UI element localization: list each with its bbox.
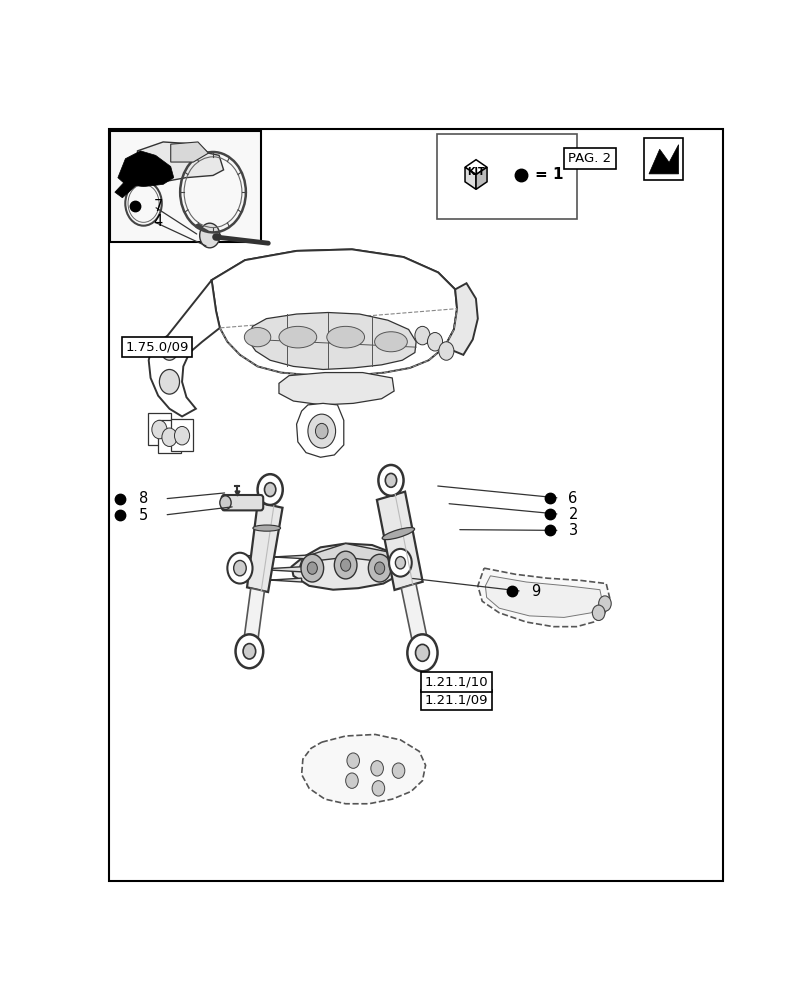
Polygon shape (148, 280, 220, 416)
Polygon shape (148, 413, 170, 445)
Circle shape (374, 562, 384, 574)
Circle shape (371, 761, 383, 776)
Circle shape (341, 559, 350, 571)
FancyBboxPatch shape (221, 495, 263, 510)
Circle shape (378, 465, 403, 496)
Polygon shape (444, 283, 477, 355)
Circle shape (592, 605, 604, 620)
Circle shape (315, 423, 328, 439)
Polygon shape (242, 588, 264, 653)
Polygon shape (212, 249, 455, 311)
Circle shape (427, 333, 442, 351)
Polygon shape (114, 178, 137, 198)
Circle shape (346, 753, 359, 768)
Polygon shape (296, 403, 343, 457)
Circle shape (159, 369, 179, 394)
Text: 1.75.0/09: 1.75.0/09 (125, 341, 188, 354)
Ellipse shape (279, 326, 316, 348)
Text: 6: 6 (568, 491, 577, 506)
Polygon shape (301, 734, 425, 804)
FancyBboxPatch shape (110, 131, 261, 242)
Polygon shape (291, 544, 400, 590)
Polygon shape (170, 142, 208, 162)
Circle shape (415, 644, 429, 661)
Text: PAG. 2: PAG. 2 (568, 152, 611, 165)
Text: KIT: KIT (466, 167, 484, 177)
Polygon shape (477, 568, 609, 627)
Polygon shape (238, 578, 301, 582)
Polygon shape (247, 502, 282, 592)
Text: 3: 3 (568, 523, 577, 538)
FancyBboxPatch shape (643, 138, 682, 180)
Circle shape (388, 549, 411, 577)
Circle shape (395, 557, 405, 569)
Polygon shape (237, 567, 304, 572)
Circle shape (345, 773, 358, 788)
Circle shape (334, 551, 357, 579)
Circle shape (242, 644, 255, 659)
Polygon shape (170, 419, 193, 451)
Circle shape (200, 223, 220, 248)
Ellipse shape (382, 528, 414, 540)
Text: 5: 5 (139, 508, 148, 523)
Text: 7: 7 (153, 199, 163, 214)
Polygon shape (485, 576, 602, 617)
Circle shape (235, 634, 263, 668)
Polygon shape (299, 544, 400, 568)
Text: = 1: = 1 (534, 167, 562, 182)
Text: 8: 8 (139, 491, 148, 506)
Circle shape (371, 781, 384, 796)
Circle shape (307, 414, 335, 448)
Circle shape (220, 496, 231, 510)
Polygon shape (475, 167, 487, 189)
Polygon shape (118, 151, 174, 187)
Circle shape (152, 420, 167, 439)
Ellipse shape (252, 525, 281, 531)
Circle shape (414, 326, 430, 345)
Polygon shape (376, 492, 423, 590)
Circle shape (227, 553, 252, 584)
Circle shape (385, 473, 396, 487)
Circle shape (368, 554, 391, 582)
Polygon shape (158, 420, 181, 453)
Text: 9: 9 (530, 584, 539, 599)
Polygon shape (279, 373, 393, 405)
Circle shape (598, 596, 611, 611)
Circle shape (438, 342, 453, 360)
Polygon shape (401, 584, 429, 655)
Text: 2: 2 (568, 507, 577, 522)
FancyBboxPatch shape (436, 134, 576, 219)
Ellipse shape (326, 326, 364, 348)
Circle shape (161, 428, 177, 446)
Polygon shape (247, 312, 416, 369)
Polygon shape (465, 160, 487, 175)
Polygon shape (648, 145, 678, 174)
Text: 1.21.1/10: 1.21.1/10 (424, 676, 487, 689)
Circle shape (257, 474, 282, 505)
Circle shape (392, 763, 405, 778)
Ellipse shape (244, 328, 270, 347)
Polygon shape (465, 167, 475, 189)
Text: 4: 4 (153, 214, 163, 229)
Circle shape (301, 554, 324, 582)
Circle shape (407, 634, 437, 671)
Circle shape (174, 426, 190, 445)
Ellipse shape (374, 332, 407, 352)
Text: 1.21.1/09: 1.21.1/09 (424, 693, 487, 706)
Circle shape (307, 562, 317, 574)
Polygon shape (137, 142, 223, 181)
Circle shape (161, 339, 178, 360)
Circle shape (264, 483, 276, 497)
Circle shape (234, 560, 246, 576)
Polygon shape (212, 249, 457, 376)
Polygon shape (238, 555, 307, 559)
